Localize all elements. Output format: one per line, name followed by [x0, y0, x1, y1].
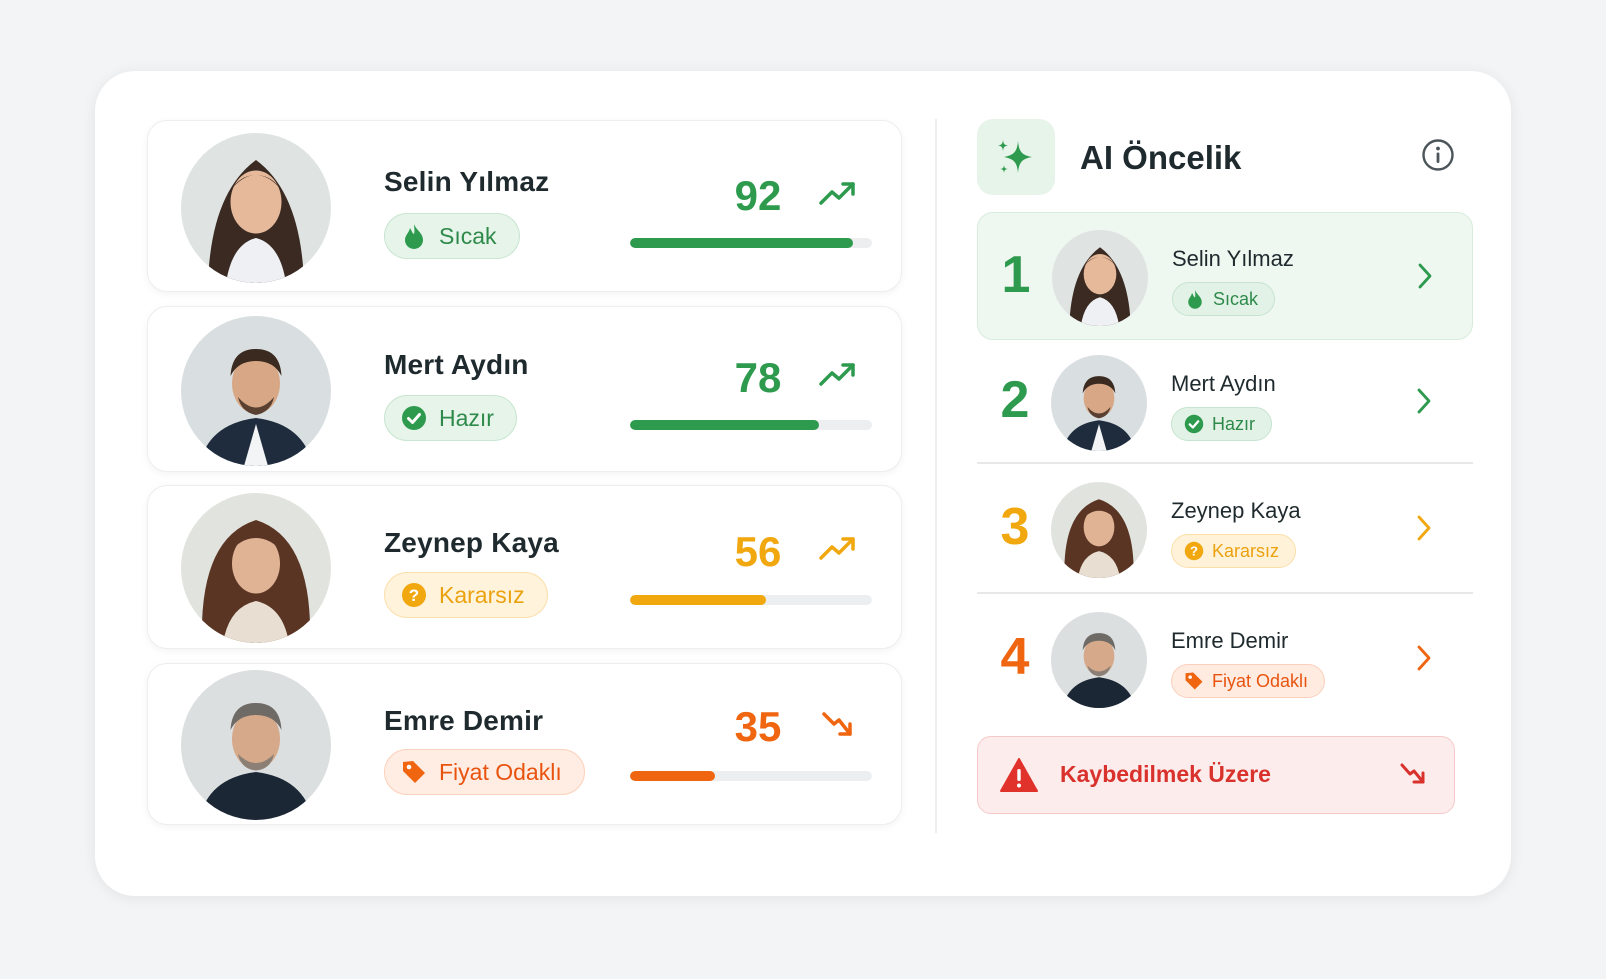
- lead-name: Zeynep Kaya: [384, 527, 559, 558]
- status-label: Sıcak: [1213, 288, 1259, 309]
- alert-label: Kaybedilmek Üzere: [1060, 761, 1271, 787]
- avatar: [181, 670, 331, 820]
- status-label: Kararsız: [439, 581, 525, 608]
- avatar: [181, 493, 331, 643]
- status-label: Sıcak: [439, 222, 497, 249]
- lead-card[interactable]: Zeynep Kaya ? Kararsız 56: [147, 485, 902, 649]
- ai-sparkle-badge: [977, 119, 1055, 195]
- score-bar: [630, 771, 872, 781]
- status-label: Hazır: [1212, 413, 1256, 434]
- lead-name: Mert Aydın: [384, 349, 529, 380]
- sparkle-icon: [998, 140, 1032, 173]
- lead-card[interactable]: Emre Demir Fiyat Odaklı 35: [147, 663, 902, 825]
- flame-icon: [401, 223, 427, 249]
- at-risk-alert[interactable]: Kaybedilmek Üzere: [977, 736, 1455, 814]
- trend-down-icon: [1400, 763, 1425, 784]
- status-badge: Fiyat Odaklı: [1171, 664, 1326, 698]
- score-bar-fill: [630, 595, 766, 605]
- priority-row[interactable]: 1 Selin Yılmaz Sıcak: [977, 212, 1473, 340]
- score-bar: [630, 595, 872, 605]
- row-divider: [977, 592, 1473, 594]
- tag-icon: [1184, 671, 1204, 691]
- avatar: [1051, 482, 1147, 578]
- info-icon[interactable]: [1421, 138, 1455, 172]
- score-bar: [630, 238, 872, 248]
- status-label: Fiyat Odaklı: [1212, 670, 1309, 691]
- status-badge: ? Kararsız: [384, 572, 548, 618]
- status-badge: Fiyat Odaklı: [384, 749, 585, 795]
- trend-up-icon: [819, 182, 855, 205]
- chevron-right-icon[interactable]: [1413, 641, 1435, 675]
- avatar: [1051, 612, 1147, 708]
- column-divider: [935, 119, 937, 833]
- priority-name: Zeynep Kaya: [1171, 498, 1301, 523]
- score-value: 56: [734, 528, 782, 575]
- check-circle-icon: [401, 405, 427, 431]
- chevron-right-icon[interactable]: [1413, 511, 1435, 545]
- avatar: [181, 133, 331, 283]
- rank-number: 2: [1000, 371, 1030, 429]
- panel-title: AI Öncelik: [1080, 139, 1242, 176]
- trend-up-icon: [819, 537, 855, 560]
- lead-card[interactable]: Mert Aydın Hazır 78: [147, 306, 902, 472]
- svg-text:?: ?: [409, 586, 419, 605]
- priority-row[interactable]: 3 Zeynep Kaya ? Kararsız: [977, 465, 1473, 593]
- priority-row[interactable]: 2 Mert Aydın Hazır: [977, 338, 1473, 466]
- priority-name: Mert Aydın: [1171, 371, 1276, 396]
- trend-down-icon: [822, 712, 852, 736]
- lead-name: Emre Demir: [384, 705, 544, 736]
- status-label: Kararsız: [1212, 540, 1280, 561]
- rank-number: 1: [1001, 246, 1031, 304]
- score-bar-fill: [630, 771, 715, 781]
- question-circle-icon: ?: [401, 582, 427, 608]
- avatar: [181, 316, 331, 466]
- trend-up-icon: [819, 363, 855, 386]
- chevron-right-icon[interactable]: [1414, 259, 1436, 293]
- status-label: Fiyat Odaklı: [439, 758, 562, 785]
- lead-name: Selin Yılmaz: [384, 166, 550, 197]
- status-badge: Sıcak: [384, 213, 520, 259]
- status-badge: Hazır: [384, 395, 517, 441]
- priority-name: Selin Yılmaz: [1172, 246, 1294, 271]
- question-circle-icon: ?: [1184, 541, 1204, 561]
- score-bar-fill: [630, 238, 853, 248]
- rank-number: 3: [1000, 498, 1030, 556]
- lead-card[interactable]: Selin Yılmaz Sıcak 92: [147, 120, 902, 292]
- rank-number: 4: [1000, 628, 1030, 686]
- warning-icon: [1000, 758, 1038, 792]
- chevron-right-icon[interactable]: [1413, 384, 1435, 418]
- avatar: [1051, 355, 1147, 451]
- tag-icon: [401, 759, 427, 785]
- svg-text:?: ?: [1190, 544, 1198, 559]
- check-circle-icon: [1184, 414, 1204, 434]
- status-badge: Hazır: [1171, 407, 1273, 441]
- score-bar-fill: [630, 420, 819, 430]
- lead-scoring-panel: Selin Yılmaz Sıcak 92 Mert Aydın Hazır 7…: [95, 71, 1511, 896]
- priority-name: Emre Demir: [1171, 628, 1289, 653]
- score-value: 35: [734, 703, 782, 750]
- avatar: [1052, 230, 1148, 326]
- row-divider: [977, 462, 1473, 464]
- score-bar: [630, 420, 872, 430]
- status-label: Hazır: [439, 404, 494, 431]
- score-value: 92: [734, 172, 782, 219]
- flame-icon: [1185, 289, 1205, 309]
- score-value: 78: [734, 354, 782, 401]
- status-badge: Sıcak: [1172, 282, 1276, 316]
- priority-row[interactable]: 4 Emre Demir Fiyat Odaklı: [977, 595, 1473, 723]
- status-badge: ? Kararsız: [1171, 534, 1297, 568]
